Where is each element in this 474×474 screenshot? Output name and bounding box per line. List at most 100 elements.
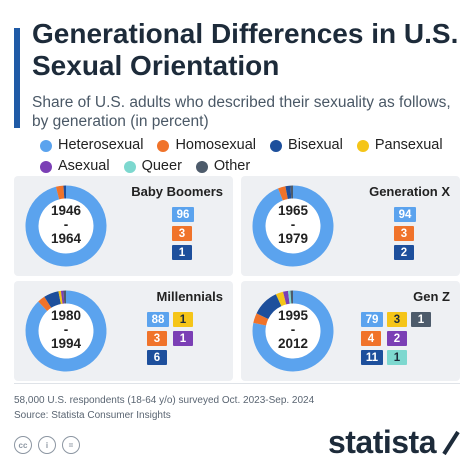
year-label: 1980 [50, 308, 82, 323]
donut-slice-asexual [283, 290, 290, 305]
value-tile-asexual: 2 [387, 331, 407, 346]
legend-swatch [123, 160, 136, 173]
year-label: - [63, 322, 69, 337]
panel-generation-x: Generation X 1965-1979 94 3 2 [241, 176, 460, 276]
donut-slice-homosexual [253, 313, 269, 326]
value-tile-pansexual: 1 [173, 312, 193, 327]
year-label: 1979 [277, 231, 309, 246]
value-tile-heterosexual: 79 [361, 312, 383, 327]
panel-title: Millennials [156, 289, 223, 304]
value-tile-asexual: 1 [173, 331, 193, 346]
donut-slice-heterosexual [25, 290, 107, 372]
legend-row: Heterosexual Homosexual Bisexual Pansexual [40, 136, 470, 155]
tile-spacer [173, 350, 193, 365]
donut-slice-homosexual [55, 185, 65, 200]
legend-item-queer: Queer [123, 157, 182, 176]
brand-name: statista [327, 424, 437, 460]
tile-spacer [411, 350, 431, 365]
value-tile-homosexual: 4 [361, 331, 381, 346]
panel-millennials: Millennials 1980-1994 88 1 3 1 6 [14, 281, 233, 381]
value-tile-bisexual: 2 [394, 245, 414, 260]
year-label: - [290, 322, 296, 337]
value-tiles: 79 3 1 4 2 11 1 [361, 312, 431, 365]
year-label: 2012 [277, 336, 309, 351]
value-tile-homosexual: 3 [172, 226, 192, 241]
legend-swatch [157, 139, 170, 152]
panel-baby-boomers: Baby Boomers 1946-1964 96 3 1 [14, 176, 233, 276]
license-icons: cc i = [14, 436, 80, 454]
legend-label: Other [213, 158, 251, 174]
donut-hole [38, 198, 94, 254]
creative-commons-icon[interactable]: cc [14, 436, 32, 454]
legend-item-other: Other [195, 157, 251, 176]
donut-slice-pansexual [275, 291, 287, 307]
donut-hole [265, 198, 321, 254]
value-tile-homosexual: 3 [394, 226, 414, 241]
attribution-icon[interactable]: i [38, 436, 56, 454]
legend-item-pansexual: Pansexual [356, 136, 443, 155]
year-label: 1965 [277, 203, 309, 218]
donut-chart [252, 290, 334, 372]
value-tile-heterosexual: 96 [172, 207, 194, 222]
legend-label: Queer [141, 158, 182, 174]
year-label: 1995 [277, 308, 309, 323]
panel-title: Generation X [369, 184, 450, 199]
value-tiles: 94 3 2 [394, 207, 416, 260]
chart-subtitle: Share of U.S. adults who described their… [32, 94, 451, 130]
legend-label: Homosexual [175, 137, 257, 153]
year-label: - [290, 217, 296, 232]
year-label: 1964 [50, 231, 82, 246]
legend-swatch [356, 139, 369, 152]
donut-chart [252, 185, 334, 267]
value-tile-pansexual: 3 [387, 312, 407, 327]
value-tile-other: 1 [411, 312, 431, 327]
legend-item-heterosexual: Heterosexual [40, 136, 143, 155]
value-tile-bisexual: 6 [147, 350, 167, 365]
value-tile-bisexual: 11 [361, 350, 383, 365]
legend: Heterosexual Homosexual Bisexual Pansexual … [40, 136, 470, 178]
legend-swatch [40, 160, 52, 173]
value-tiles: 88 1 3 1 6 [147, 312, 193, 365]
generation-years: 1980-1994 [31, 309, 101, 351]
legend-label: Bisexual [288, 137, 343, 153]
footnote: 58,000 U.S. respondents (18-64 y/o) surv… [14, 393, 314, 423]
legend-item-homosexual: Homosexual [157, 136, 256, 155]
value-tile-homosexual: 3 [147, 331, 167, 346]
title-accent-bar [14, 28, 20, 128]
panel-gen-z: Gen Z 1995-2012 79 3 1 4 2 11 1 [241, 281, 460, 381]
legend-swatch [40, 139, 52, 152]
donut-slice-heterosexual [252, 290, 334, 372]
generation-years: 1965-1979 [258, 204, 328, 246]
generation-years: 1946-1964 [31, 204, 101, 246]
tile-spacer [411, 331, 431, 346]
value-tiles: 96 3 1 [172, 207, 194, 260]
legend-label: Asexual [58, 158, 110, 174]
legend-swatch [270, 139, 283, 152]
donut-slice-heterosexual [25, 185, 107, 267]
donut-hole [38, 303, 94, 359]
statista-logo[interactable]: statista [328, 424, 460, 461]
value-tile-heterosexual: 88 [147, 312, 169, 327]
donut-chart [25, 290, 107, 372]
brand-mark-icon [442, 430, 460, 455]
footer-divider [14, 383, 460, 384]
donut-chart [25, 185, 107, 267]
legend-item-bisexual: Bisexual [270, 136, 343, 155]
year-label: 1946 [50, 203, 82, 218]
donut-hole [265, 303, 321, 359]
survey-note: 58,000 U.S. respondents (18-64 y/o) surv… [14, 395, 315, 406]
year-label: - [63, 217, 69, 232]
source-note: Source: Statista Consumer Insights [14, 410, 171, 421]
legend-row: Asexual Queer Other [40, 157, 470, 176]
value-tile-queer: 1 [387, 350, 407, 365]
no-derivatives-icon[interactable]: = [62, 436, 80, 454]
legend-label: Heterosexual [58, 137, 144, 153]
donut-slice-bisexual [285, 185, 292, 200]
donut-slice-homosexual [38, 296, 52, 312]
generation-years: 1995-2012 [258, 309, 328, 351]
chart-title: Generational Differences in U.S. Sexual … [32, 18, 459, 81]
year-label: 1994 [50, 336, 82, 351]
donut-slice-bisexual [44, 291, 62, 308]
donut-slice-bisexual [256, 294, 282, 320]
value-tile-heterosexual: 94 [394, 207, 416, 222]
